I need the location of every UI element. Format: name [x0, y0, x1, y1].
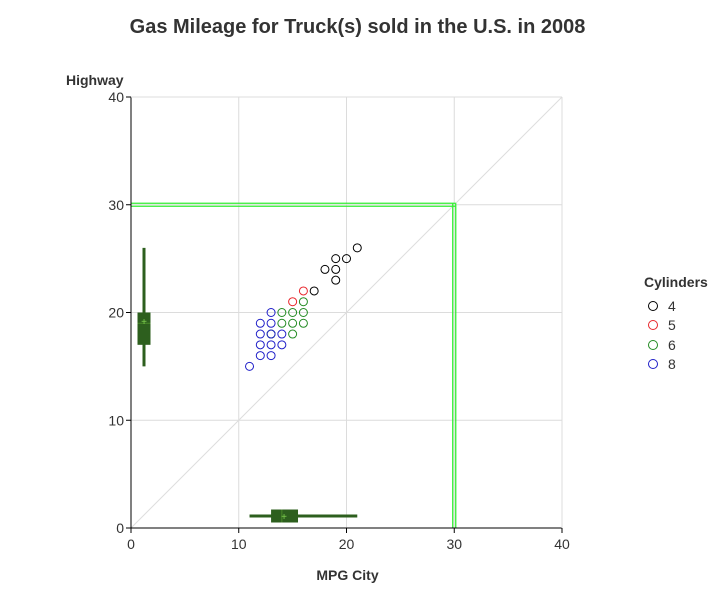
legend-label: 5: [668, 317, 676, 334]
chart-title: Gas Mileage for Truck(s) sold in the U.S…: [129, 16, 586, 38]
highway-boxplot-mean: +: [141, 317, 147, 328]
x-tick-label-4: 40: [554, 536, 570, 552]
data-point-4-cyl-1: [320, 264, 330, 274]
data-point-8-cyl-8: [266, 318, 276, 328]
legend-item-6: 6: [644, 335, 708, 355]
data-point-6-cyl-1: [277, 318, 287, 328]
legend-marker-circle-icon: [648, 300, 658, 311]
x-tick-label-1: 10: [231, 536, 247, 552]
data-point-6-cyl-6: [298, 318, 308, 328]
data-point-4-cyl-3: [331, 264, 341, 274]
highway-boxplot-box: [137, 312, 151, 345]
data-point-6-cyl-2: [277, 308, 287, 317]
legend-marker-circle-icon: [648, 320, 658, 331]
data-point-4-cyl-2: [331, 275, 341, 285]
legend-marker-circle-icon: [648, 339, 658, 350]
data-point-4-cyl-6: [352, 243, 362, 253]
legend-title: Cylinders: [644, 274, 708, 290]
legend: Cylinders 4 5 6 8: [644, 274, 708, 374]
data-point-5-cyl-1: [298, 286, 308, 296]
x-tick-label-2: 20: [339, 536, 355, 552]
data-point-8-cyl-1: [255, 351, 265, 361]
y-tick-label-4: 40: [108, 89, 124, 105]
data-point-8-cyl-6: [266, 340, 276, 350]
data-point-8-cyl-4: [255, 318, 265, 328]
data-point-4-cyl-5: [342, 254, 351, 264]
y-tick-label-2: 20: [108, 305, 124, 321]
y-tick-label-1: 10: [108, 412, 124, 428]
data-point-6-cyl-8: [298, 297, 308, 307]
data-point-8-cyl-11: [277, 329, 287, 339]
data-point-8-cyl-9: [266, 308, 276, 317]
diagonal-reference-line: [130, 96, 563, 529]
data-point-8-cyl-7: [266, 329, 276, 339]
legend-label: 4: [668, 297, 676, 314]
data-point-8-cyl-5: [266, 351, 276, 361]
data-point-6-cyl-4: [288, 318, 298, 328]
city-boxplot-box: [271, 509, 299, 523]
data-point-6-cyl-3: [288, 329, 298, 339]
data-point-8-cyl-0: [245, 361, 255, 371]
x-tick-label-3: 30: [446, 536, 462, 552]
data-point-8-cyl-10: [277, 340, 287, 350]
legend-item-5: 5: [644, 316, 708, 336]
data-point-8-cyl-3: [255, 329, 265, 339]
y-axis-label: Highway: [66, 72, 124, 88]
legend-item-4: 4: [644, 296, 708, 316]
data-point-4-cyl-4: [331, 254, 341, 264]
x-axis-label: MPG City: [316, 567, 379, 583]
data-point-5-cyl-0: [288, 297, 298, 307]
y-tick-label-0: 0: [116, 520, 124, 536]
x-tick-label-0: 0: [127, 536, 135, 552]
legend-label: 6: [668, 336, 676, 353]
legend-marker-circle-icon: [648, 359, 658, 370]
data-point-8-cyl-2: [255, 340, 265, 350]
data-point-4-cyl-0: [309, 286, 319, 296]
legend-item-8: 8: [644, 355, 708, 375]
data-point-6-cyl-7: [298, 308, 308, 317]
data-point-6-cyl-5: [288, 308, 298, 317]
legend-label: 8: [668, 356, 676, 373]
city-boxplot-mean: +: [281, 512, 287, 523]
y-tick-label-3: 30: [108, 197, 124, 213]
